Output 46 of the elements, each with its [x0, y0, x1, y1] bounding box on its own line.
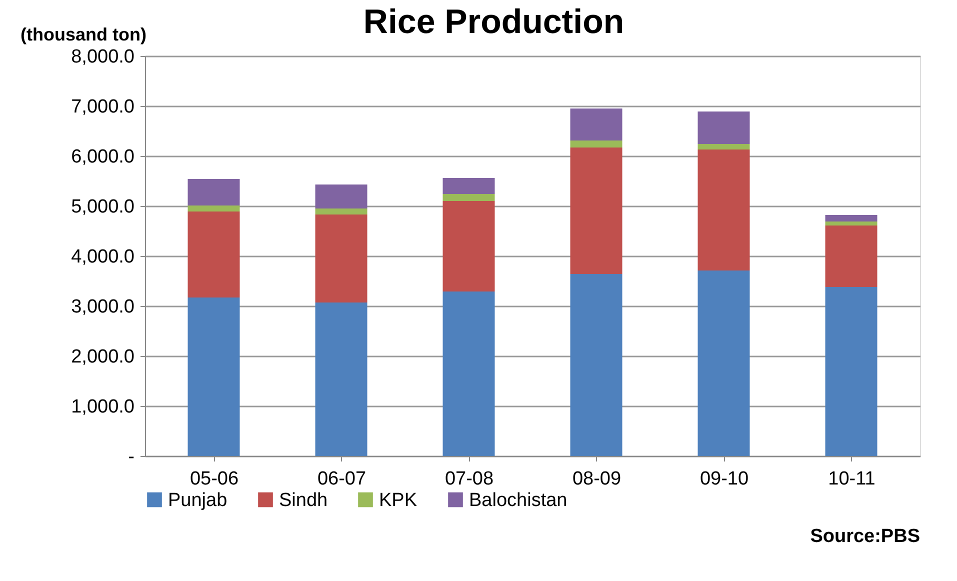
bar [570, 148, 622, 274]
y-tick-label: 2,000.0 [71, 346, 134, 368]
bar [698, 112, 750, 144]
y-axis-title: (thousand ton) [20, 24, 146, 44]
y-tick-label: 3,000.0 [71, 296, 134, 318]
legend-label: KPK [379, 490, 418, 511]
bar [442, 292, 495, 456]
y-tick-label: 4,000.0 [71, 246, 134, 268]
bar [315, 302, 368, 456]
bar [825, 226, 878, 287]
y-tick-label: 8,000.0 [71, 46, 134, 68]
bar [698, 270, 750, 456]
y-tick-label: 7,000.0 [71, 96, 134, 118]
bar [570, 140, 622, 148]
bar [442, 201, 495, 292]
bar [188, 298, 240, 456]
bar [315, 214, 368, 302]
y-tick-label: 5,000.0 [71, 196, 134, 218]
bar [442, 178, 495, 194]
y-tick-label: 1,000.0 [71, 396, 134, 418]
legend-label: Punjab [168, 490, 228, 511]
bar [698, 144, 750, 150]
x-tick-label: 08-09 [572, 468, 622, 490]
bar [188, 206, 240, 212]
x-tick-label: 10-11 [828, 468, 876, 490]
y-tick-label: 6,000.0 [71, 146, 134, 168]
chart-title: Rice Production [363, 3, 624, 41]
bar [825, 215, 878, 222]
x-tick-label: 07-08 [444, 468, 494, 490]
source-note: Source:PBS [810, 526, 920, 547]
bar [570, 108, 622, 140]
bar [188, 179, 240, 206]
bar [570, 274, 622, 456]
y-tick-label: - [128, 446, 134, 468]
x-tick-label: 06-07 [317, 468, 366, 490]
bar [442, 194, 495, 201]
legend-label: Sindh [279, 490, 328, 511]
legend-label: Balochistan [469, 490, 568, 511]
bar [188, 212, 240, 298]
bar [698, 150, 750, 270]
bar [825, 287, 878, 456]
bar [315, 208, 368, 214]
x-tick-label: 09-10 [700, 468, 749, 490]
bar [315, 184, 368, 208]
x-tick-label: 05-06 [190, 468, 239, 490]
bar [825, 222, 878, 226]
